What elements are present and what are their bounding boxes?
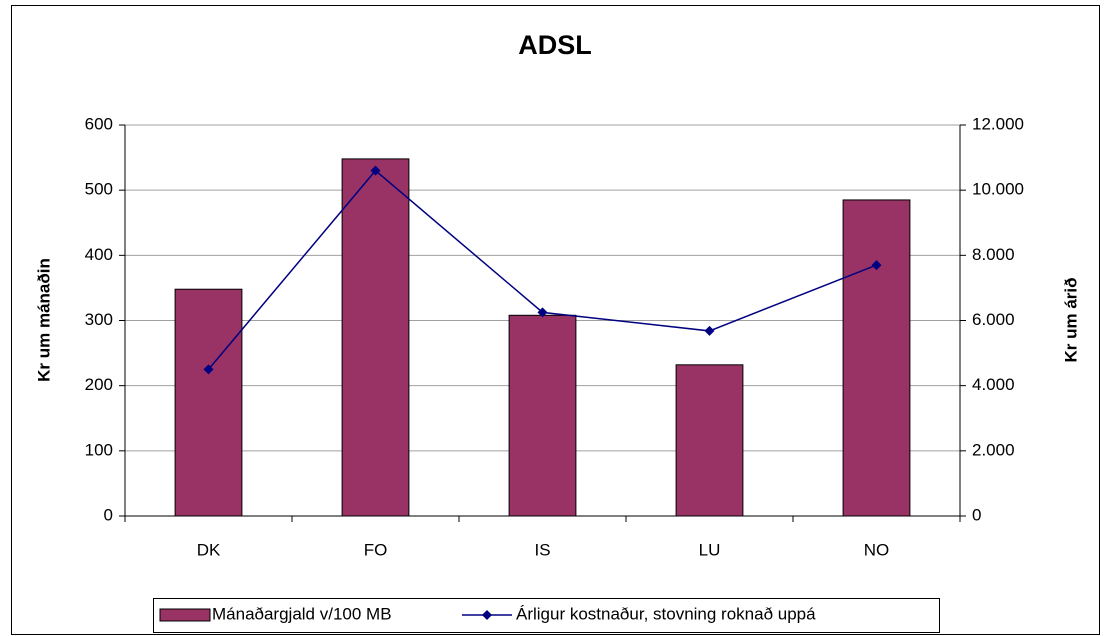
legend-label: Árligur kostnaður, stovning roknað uppá bbox=[516, 604, 816, 623]
y2-tick-label: 2.000 bbox=[972, 440, 1015, 459]
y-tick-label: 400 bbox=[85, 245, 113, 264]
y2-tick-label: 6.000 bbox=[972, 310, 1015, 329]
y2-tick-label: 12.000 bbox=[972, 114, 1024, 133]
y-axis-title: Kr um mánaðin bbox=[34, 258, 53, 382]
chart-title: ADSL bbox=[518, 30, 592, 60]
y-tick-label: 0 bbox=[104, 505, 113, 524]
x-tick-label: DK bbox=[197, 540, 221, 559]
bar bbox=[842, 199, 911, 517]
bar bbox=[508, 314, 577, 517]
y-tick-label: 100 bbox=[85, 440, 113, 459]
line-marker bbox=[704, 325, 715, 336]
y2-tick-label: 10.000 bbox=[972, 180, 1024, 199]
y2-tick-label: 0 bbox=[972, 505, 981, 524]
y-tick-label: 500 bbox=[85, 180, 113, 199]
x-tick-label: IS bbox=[534, 540, 550, 559]
y2-tick-label: 4.000 bbox=[972, 375, 1015, 394]
x-tick-label: LU bbox=[699, 540, 721, 559]
line-marker bbox=[203, 364, 214, 375]
legend-marker bbox=[482, 610, 492, 620]
line-marker bbox=[370, 165, 381, 176]
y2-axis-title: Kr um árið bbox=[1061, 277, 1080, 362]
line-marker bbox=[537, 307, 548, 318]
legend bbox=[153, 598, 940, 633]
legend-label: Mánaðargjald v/100 MB bbox=[212, 604, 392, 623]
y-tick-label: 200 bbox=[85, 375, 113, 394]
x-tick-label: FO bbox=[364, 540, 388, 559]
y-tick-label: 600 bbox=[85, 114, 113, 133]
y2-tick-label: 8.000 bbox=[972, 245, 1015, 264]
bar bbox=[174, 288, 243, 517]
legend-swatch bbox=[159, 608, 211, 622]
y-tick-label: 300 bbox=[85, 310, 113, 329]
line-marker bbox=[871, 260, 882, 271]
bar bbox=[341, 158, 410, 517]
x-tick-label: NO bbox=[864, 540, 890, 559]
bar bbox=[675, 364, 744, 517]
